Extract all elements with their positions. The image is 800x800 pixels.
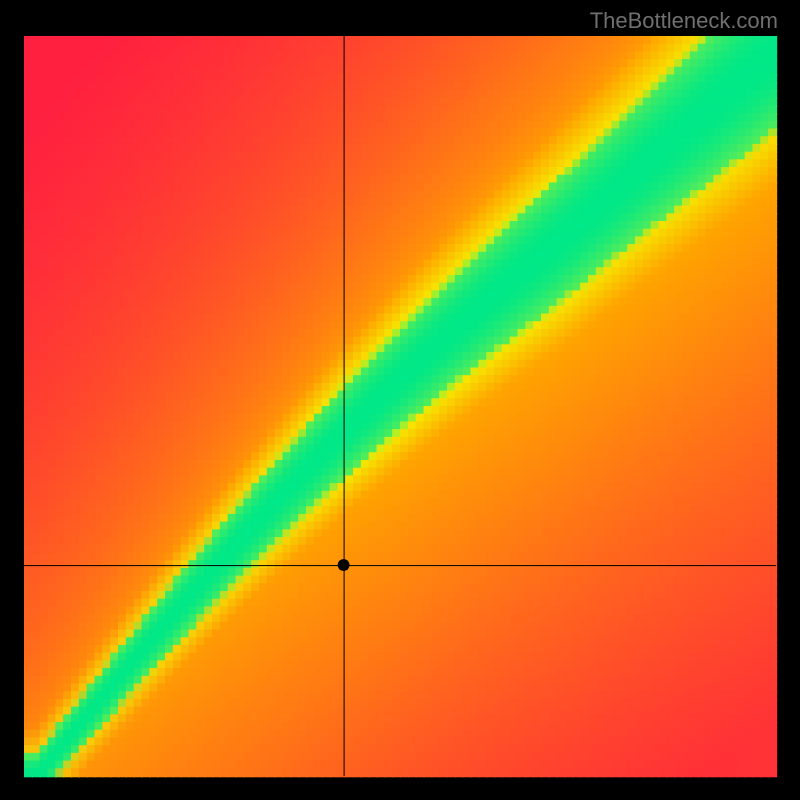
watermark-text: TheBottleneck.com bbox=[590, 8, 778, 34]
heatmap-canvas bbox=[0, 0, 800, 800]
chart-container: TheBottleneck.com bbox=[0, 0, 800, 800]
